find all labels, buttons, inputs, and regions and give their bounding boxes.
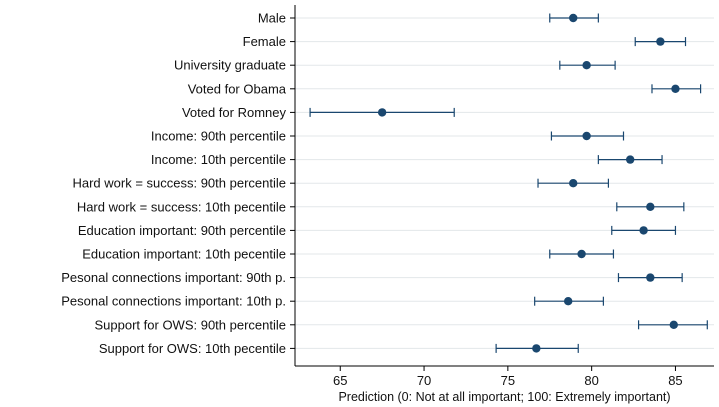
axes <box>294 5 714 367</box>
category-label: Support for OWS: 90th percentile <box>95 317 286 332</box>
category-label: Education important: 90th percentile <box>78 223 286 238</box>
x-tick-label: 75 <box>501 373 515 388</box>
category-labels: Male Female University graduate Voted for O… <box>61 11 295 356</box>
point-estimate <box>532 344 541 353</box>
x-tick-label: 85 <box>668 373 682 388</box>
x-tick-label: 70 <box>417 373 431 388</box>
x-axis-title: Prediction (0: Not at all important; 100… <box>338 390 670 404</box>
point-estimate <box>577 249 586 259</box>
point-estimate <box>671 84 680 94</box>
point-estimate <box>656 37 665 46</box>
x-ticks: 65 70 75 80 85 <box>333 366 683 388</box>
category-label: Income: 10th percentile <box>151 152 286 167</box>
point-estimate <box>646 202 655 211</box>
category-label: Pesonal connections important: 90th p. <box>61 270 286 285</box>
point-markers <box>377 13 680 353</box>
point-estimate <box>639 226 648 235</box>
point-estimate <box>569 179 578 188</box>
category-label: Voted for Obama <box>188 81 287 96</box>
point-estimate <box>626 155 635 164</box>
category-label: Income: 90th percentile <box>151 129 286 144</box>
category-label: University graduate <box>174 58 286 73</box>
category-label: Voted for Romney <box>182 105 287 120</box>
point-estimate <box>563 297 573 306</box>
x-tick-label: 80 <box>584 373 598 388</box>
category-label: Hard work = success: 10th pecentile <box>77 199 286 214</box>
category-label: Male <box>258 11 286 26</box>
point-estimate <box>669 320 678 329</box>
point-estimate <box>569 13 578 23</box>
x-tick-label: 65 <box>333 373 347 388</box>
grid-lines <box>295 17 714 349</box>
category-label: Female <box>243 34 286 49</box>
point-estimate <box>582 60 591 70</box>
point-estimate <box>646 273 655 282</box>
category-label: Education important: 10th pecentile <box>82 247 286 262</box>
category-label: Pesonal connections important: 10th p. <box>61 294 286 309</box>
category-label: Support for OWS: 10th pecentile <box>99 341 286 356</box>
category-label: Hard work = success: 90th percentile <box>72 176 286 191</box>
point-estimate <box>377 108 387 117</box>
point-estimate <box>582 131 591 141</box>
